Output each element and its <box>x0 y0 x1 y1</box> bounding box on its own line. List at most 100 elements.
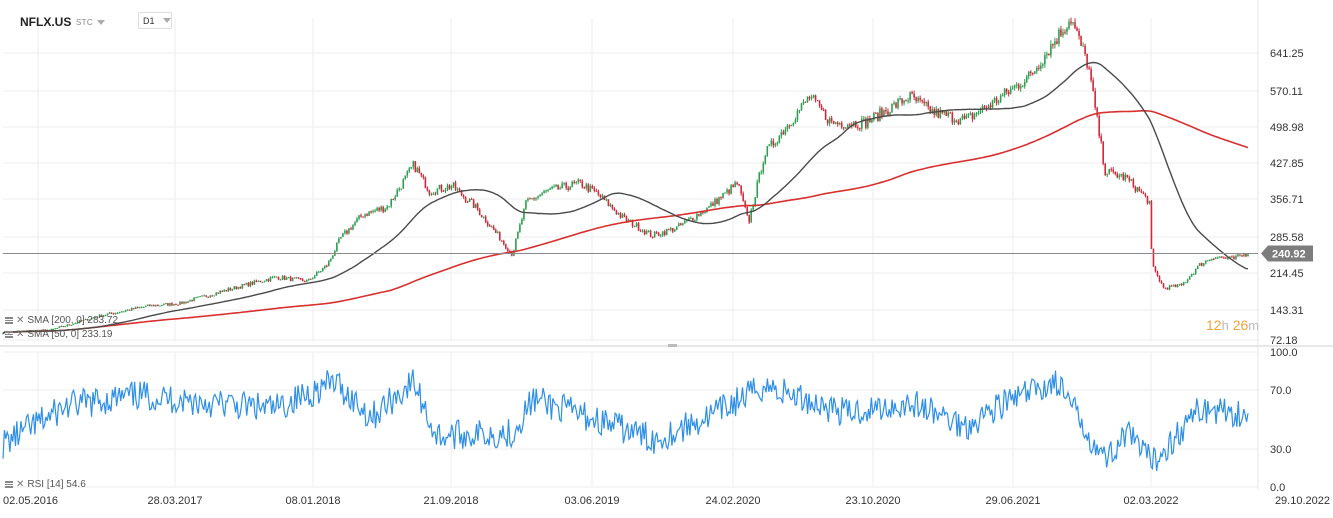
candle-body <box>450 186 453 189</box>
timeframe-selector[interactable]: D1 <box>138 12 172 29</box>
candle-body <box>203 295 205 297</box>
settings-icon[interactable] <box>5 317 13 324</box>
candle-body <box>165 303 167 305</box>
candle-body <box>543 191 545 194</box>
candle-body <box>422 175 425 178</box>
date-axis-tick-label: 23.10.2020 <box>845 495 900 507</box>
close-icon[interactable]: ✕ <box>16 329 25 340</box>
candle-body <box>1092 80 1094 92</box>
candle-body <box>949 112 952 114</box>
candle-body <box>1182 282 1185 286</box>
settings-icon[interactable] <box>5 331 13 338</box>
candle-body <box>549 188 551 190</box>
candle-body <box>1025 76 1028 82</box>
candle-body <box>571 181 574 187</box>
sma50-legend[interactable]: ✕ SMA [50, 0] 233.19 <box>5 329 112 340</box>
candle-body <box>482 216 485 218</box>
candle-body <box>794 119 797 123</box>
candle-body <box>376 208 378 211</box>
candle-body <box>486 222 489 226</box>
date-axis-tick-label: 02.05.2016 <box>3 495 58 507</box>
candle-body <box>629 219 632 221</box>
timer-hours: 12 <box>1206 317 1222 333</box>
candle-body <box>1168 285 1171 290</box>
candle-body <box>782 132 785 135</box>
candle-body <box>519 224 521 232</box>
candle-body <box>1088 67 1090 70</box>
sma200-legend[interactable]: ✕ SMA [200, 0] 283.72 <box>5 315 118 326</box>
candle-body <box>211 295 213 297</box>
candle-body <box>378 208 380 211</box>
candle-body <box>374 210 376 212</box>
pane-resize-handle[interactable] <box>668 344 677 347</box>
candle-body <box>350 228 352 230</box>
close-icon[interactable]: ✕ <box>16 315 25 326</box>
candle-body <box>444 189 447 192</box>
candle-body <box>173 304 175 306</box>
candle-body <box>955 120 958 122</box>
settings-icon[interactable] <box>5 481 13 488</box>
candle-body <box>915 97 917 102</box>
candle-body <box>814 95 817 101</box>
candle-body <box>796 110 799 120</box>
date-axis-tick-label: 03.06.2019 <box>564 495 619 507</box>
candle-body <box>140 307 143 309</box>
candle-body <box>655 231 658 233</box>
candle-body <box>595 190 598 192</box>
candle-body <box>885 110 887 112</box>
candle-body <box>1027 71 1030 77</box>
candle-body <box>498 232 501 241</box>
candle-body <box>832 121 835 124</box>
candle-body <box>50 328 53 331</box>
candle-body <box>881 108 883 117</box>
close-icon[interactable]: ✕ <box>16 479 25 490</box>
sma50-line <box>2 61 1249 334</box>
candle-body <box>1223 257 1225 259</box>
candle-body <box>261 281 264 283</box>
candle-body <box>1013 85 1016 88</box>
candle-body <box>72 324 75 326</box>
candle-body <box>1023 81 1026 87</box>
last-price-badge <box>1261 245 1313 262</box>
candle-body <box>1054 41 1056 45</box>
candle-body <box>740 185 742 194</box>
candle-body <box>159 305 161 307</box>
candle-body <box>1090 69 1092 81</box>
candle-body <box>267 279 270 282</box>
candle-body <box>285 277 288 280</box>
candle-body <box>1208 259 1211 261</box>
candle-body <box>251 281 254 285</box>
candle-body <box>295 277 298 279</box>
candle-body <box>1040 65 1042 69</box>
candle-body <box>752 205 755 210</box>
candle-body <box>324 265 326 269</box>
symbol-label[interactable]: NFLX.US <box>20 15 72 29</box>
candle-body <box>774 143 777 146</box>
candle-body <box>472 199 475 208</box>
market-dropdown-icon[interactable] <box>97 12 105 32</box>
candle-body <box>770 140 773 145</box>
candle-body <box>993 98 996 101</box>
candle-body <box>671 228 674 232</box>
candle-body <box>281 275 284 280</box>
candle-body <box>128 309 131 311</box>
candle-body <box>887 111 889 116</box>
candle-body <box>78 320 81 323</box>
candle-body <box>237 286 240 290</box>
candle-body <box>303 280 306 282</box>
candle-body <box>784 129 787 135</box>
candle-body <box>466 201 469 203</box>
candle-body <box>1070 21 1072 24</box>
candle-body <box>857 127 859 129</box>
candle-body <box>800 103 803 111</box>
candle-body <box>1144 193 1147 197</box>
candle-body <box>269 277 272 282</box>
market-type-label[interactable]: STC <box>76 17 93 27</box>
candle-body <box>436 188 439 194</box>
candle-body <box>360 215 362 217</box>
rsi-legend[interactable]: ✕ RSI [14] 54.6 <box>5 479 86 490</box>
candle-body <box>116 312 119 314</box>
candle-body <box>263 281 266 283</box>
